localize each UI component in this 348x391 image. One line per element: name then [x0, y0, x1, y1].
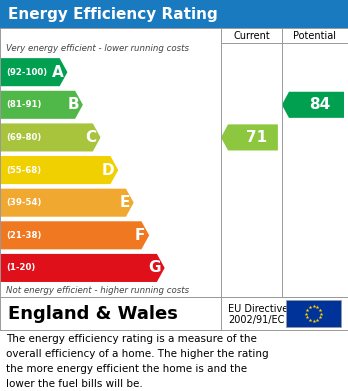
Text: B: B [67, 97, 79, 112]
Text: G: G [148, 260, 161, 275]
Text: England & Wales: England & Wales [8, 305, 178, 323]
Text: F: F [135, 228, 145, 243]
Polygon shape [0, 188, 134, 217]
Text: Current: Current [233, 30, 270, 41]
Text: E: E [119, 195, 130, 210]
Polygon shape [0, 124, 101, 151]
Polygon shape [0, 221, 149, 249]
Text: EU Directive: EU Directive [228, 304, 288, 314]
Bar [286, 300, 341, 327]
Text: The energy efficiency rating is a measure of the
overall efficiency of a home. T: The energy efficiency rating is a measur… [6, 334, 269, 389]
Text: Potential: Potential [293, 30, 337, 41]
Polygon shape [0, 254, 165, 282]
Text: (55-68): (55-68) [6, 165, 41, 174]
Text: 84: 84 [309, 97, 331, 112]
Text: (21-38): (21-38) [6, 231, 41, 240]
Polygon shape [0, 58, 68, 86]
Text: (92-100): (92-100) [6, 68, 47, 77]
Text: Energy Efficiency Rating: Energy Efficiency Rating [8, 7, 218, 22]
Text: A: A [52, 65, 63, 80]
Polygon shape [221, 124, 278, 151]
Text: (1-20): (1-20) [6, 264, 35, 273]
Text: Very energy efficient - lower running costs: Very energy efficient - lower running co… [6, 44, 189, 53]
Text: (69-80): (69-80) [6, 133, 41, 142]
Text: 2002/91/EC: 2002/91/EC [228, 316, 284, 325]
Text: Not energy efficient - higher running costs: Not energy efficient - higher running co… [6, 286, 189, 295]
Text: (81-91): (81-91) [6, 100, 41, 109]
Polygon shape [282, 92, 344, 118]
Polygon shape [0, 91, 83, 119]
Text: D: D [102, 163, 114, 178]
Polygon shape [0, 156, 118, 184]
Text: (39-54): (39-54) [6, 198, 41, 207]
Bar [0, 0, 348, 28]
Text: C: C [85, 130, 96, 145]
Text: 71: 71 [246, 130, 267, 145]
